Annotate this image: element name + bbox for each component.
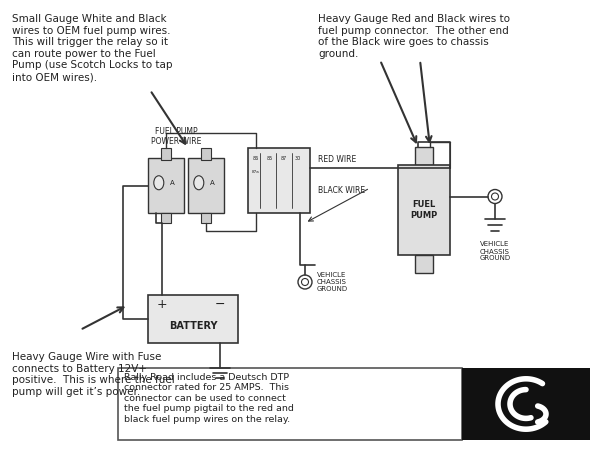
Bar — [161, 213, 171, 223]
Bar — [161, 148, 171, 160]
Text: A: A — [210, 180, 215, 186]
Bar — [201, 213, 211, 223]
Bar — [148, 295, 238, 343]
Text: RED WIRE: RED WIRE — [318, 155, 356, 164]
Text: FUEL
PUMP: FUEL PUMP — [410, 200, 437, 220]
Bar — [148, 158, 184, 213]
Bar — [188, 158, 224, 213]
Text: Small Gauge White and Black
wires to OEM fuel pump wires.
This will trigger the : Small Gauge White and Black wires to OEM… — [12, 14, 173, 82]
Bar — [118, 368, 462, 440]
Text: A: A — [170, 180, 175, 186]
Text: Heavy Gauge Wire with Fuse
connects to Battery 12V+
positive.  This is where the: Heavy Gauge Wire with Fuse connects to B… — [12, 352, 175, 397]
Text: 87a: 87a — [252, 170, 260, 174]
Bar — [248, 148, 310, 213]
Ellipse shape — [194, 176, 204, 190]
Text: BLACK WIRE: BLACK WIRE — [318, 186, 365, 195]
Text: Rally Road includes a Deutsch DTP
connector rated for 25 AMPS.  This
connector c: Rally Road includes a Deutsch DTP connec… — [124, 373, 294, 423]
Bar — [398, 165, 450, 255]
Text: BATTERY: BATTERY — [169, 321, 217, 331]
Text: +: + — [157, 298, 167, 311]
Text: 85: 85 — [267, 156, 273, 161]
Text: Heavy Gauge Red and Black wires to
fuel pump connector.  The other end
of the Bl: Heavy Gauge Red and Black wires to fuel … — [318, 14, 510, 59]
Ellipse shape — [154, 176, 164, 190]
Text: 86: 86 — [253, 156, 259, 161]
Bar — [415, 147, 433, 165]
Text: FUEL PUMP
POWER WIRE: FUEL PUMP POWER WIRE — [151, 126, 201, 146]
Text: 87: 87 — [281, 156, 287, 161]
Bar — [415, 255, 433, 273]
Text: VEHICLE
CHASSIS
GROUND: VEHICLE CHASSIS GROUND — [479, 242, 511, 261]
Text: 30: 30 — [295, 156, 301, 161]
Bar — [201, 148, 211, 160]
Text: −: − — [215, 298, 225, 311]
Text: VEHICLE
CHASSIS
GROUND: VEHICLE CHASSIS GROUND — [317, 272, 348, 292]
Bar — [462, 368, 590, 440]
